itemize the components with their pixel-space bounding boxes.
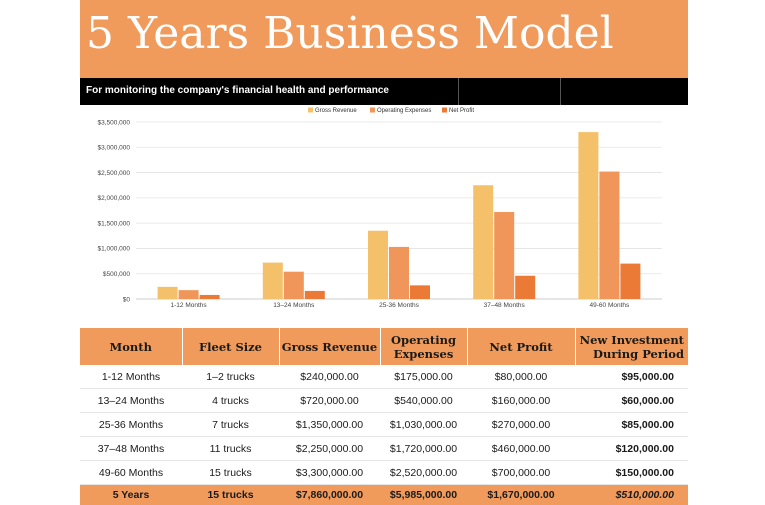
bar-operating-expenses <box>283 271 304 299</box>
bar-operating-expenses <box>494 212 515 299</box>
legend-label: Net Profit <box>449 108 474 114</box>
cell-operating-expenses: $1,030,000.00 <box>380 412 467 437</box>
legend-swatch <box>308 107 313 113</box>
bar-net-profit <box>199 294 220 299</box>
y-tick-label: $3,500,000 <box>97 119 130 126</box>
bar-net-profit <box>620 263 641 299</box>
x-tick-label: 49-60 Months <box>590 302 630 309</box>
legend-swatch <box>442 107 447 113</box>
x-tick-label: 13–24 Months <box>273 302 315 309</box>
cell-operating-expenses: $1,720,000.00 <box>380 436 467 461</box>
cell-net-profit: $160,000.00 <box>467 388 575 413</box>
bar-gross-revenue <box>157 286 178 299</box>
header-new-investment: New Investment During Period <box>575 328 688 365</box>
cell-month: 37–48 Months <box>80 436 182 461</box>
total-fleet-size: 15 trucks <box>182 484 279 505</box>
y-tick-label: $3,000,000 <box>97 145 130 152</box>
cell-new-investment: $95,000.00 <box>575 365 688 389</box>
subtitle-divider <box>560 78 561 105</box>
cell-new-investment: $60,000.00 <box>575 388 688 413</box>
cell-net-profit: $700,000.00 <box>467 460 575 485</box>
header-gross-revenue: Gross Revenue <box>279 328 381 365</box>
cell-fleet-size: 1–2 trucks <box>182 365 279 389</box>
bar-operating-expenses <box>389 246 409 299</box>
financial-table: Month Fleet Size Gross Revenue Operating… <box>80 328 688 505</box>
bar-operating-expenses <box>599 171 620 299</box>
cell-net-profit: $80,000.00 <box>467 365 575 389</box>
business-model-page: 5 Years Business Model For monitoring th… <box>80 0 688 505</box>
cell-operating-expenses: $540,000.00 <box>380 388 467 413</box>
subtitle-divider <box>458 78 459 105</box>
table-row: 13–24 Months 4 trucks $720,000.00 $540,0… <box>80 388 688 413</box>
cell-operating-expenses: $175,000.00 <box>380 365 467 389</box>
subtitle-banner: For monitoring the company's financial h… <box>80 78 688 105</box>
cell-month: 49-60 Months <box>80 460 182 485</box>
total-new-investment: $510,000.00 <box>575 484 688 505</box>
y-tick-label: $1,000,000 <box>97 246 130 253</box>
table-total-row: 5 Years 15 trucks $7,860,000.00 $5,985,0… <box>80 484 688 505</box>
bar-net-profit <box>515 275 536 299</box>
page-subtitle: For monitoring the company's financial h… <box>86 85 389 96</box>
cell-operating-expenses: $2,520,000.00 <box>380 460 467 485</box>
cell-fleet-size: 7 trucks <box>182 412 279 437</box>
header-fleet-size: Fleet Size <box>182 328 280 365</box>
total-operating-expenses: $5,985,000.00 <box>380 484 467 505</box>
cell-fleet-size: 4 trucks <box>182 388 279 413</box>
bar-net-profit <box>410 285 430 299</box>
bar-gross-revenue <box>262 262 283 299</box>
cell-fleet-size: 11 trucks <box>182 436 279 461</box>
total-month: 5 Years <box>80 484 182 505</box>
y-tick-label: $500,000 <box>103 271 130 278</box>
table-row: 37–48 Months 11 trucks $2,250,000.00 $1,… <box>80 436 688 461</box>
y-tick-label: $1,500,000 <box>97 220 130 227</box>
table-row: 25-36 Months 7 trucks $1,350,000.00 $1,0… <box>80 412 688 437</box>
x-tick-label: 37–48 Months <box>484 302 526 309</box>
bar-net-profit <box>304 290 325 299</box>
legend-label: Gross Revenue <box>315 108 357 114</box>
bar-operating-expenses <box>178 290 199 299</box>
y-tick-label: $0 <box>123 296 131 303</box>
header-operating-expenses: Operating Expenses <box>380 328 468 365</box>
cell-gross-revenue: $2,250,000.00 <box>279 436 380 461</box>
table-header-row: Month Fleet Size Gross Revenue Operating… <box>80 328 688 365</box>
cell-month: 13–24 Months <box>80 388 182 413</box>
y-tick-label: $2,000,000 <box>97 195 130 202</box>
cell-month: 1-12 Months <box>80 365 182 389</box>
x-tick-label: 1-12 Months <box>171 302 208 309</box>
cell-new-investment: $85,000.00 <box>575 412 688 437</box>
cell-new-investment: $120,000.00 <box>575 436 688 461</box>
total-net-profit: $1,670,000.00 <box>467 484 575 505</box>
legend-swatch <box>370 107 375 113</box>
cell-net-profit: $460,000.00 <box>467 436 575 461</box>
cell-net-profit: $270,000.00 <box>467 412 575 437</box>
cell-fleet-size: 15 trucks <box>182 460 279 485</box>
bar-gross-revenue <box>473 185 494 299</box>
header-month: Month <box>80 328 183 365</box>
revenue-bar-chart: $0 $500,000 $1,000,000 $1,500,000 $2,000,000… <box>97 107 662 309</box>
y-tick-label: $2,500,000 <box>97 170 130 177</box>
header-net-profit: Net Profit <box>467 328 576 365</box>
bar-gross-revenue <box>578 132 599 299</box>
table-row: 49-60 Months 15 trucks $3,300,000.00 $2,… <box>80 460 688 485</box>
cell-gross-revenue: $240,000.00 <box>279 365 380 389</box>
table-row: 1-12 Months 1–2 trucks $240,000.00 $175,… <box>80 365 688 389</box>
cell-new-investment: $150,000.00 <box>575 460 688 485</box>
legend-label: Operating Expenses <box>377 108 431 114</box>
cell-gross-revenue: $1,350,000.00 <box>279 412 380 437</box>
cell-month: 25-36 Months <box>80 412 182 437</box>
title-banner: 5 Years Business Model <box>80 0 688 78</box>
cell-gross-revenue: $720,000.00 <box>279 388 380 413</box>
page-title: 5 Years Business Model <box>86 8 614 59</box>
x-tick-label: 25-36 Months <box>379 302 419 309</box>
cell-gross-revenue: $3,300,000.00 <box>279 460 380 485</box>
total-gross-revenue: $7,860,000.00 <box>279 484 380 505</box>
bar-gross-revenue <box>368 230 388 299</box>
